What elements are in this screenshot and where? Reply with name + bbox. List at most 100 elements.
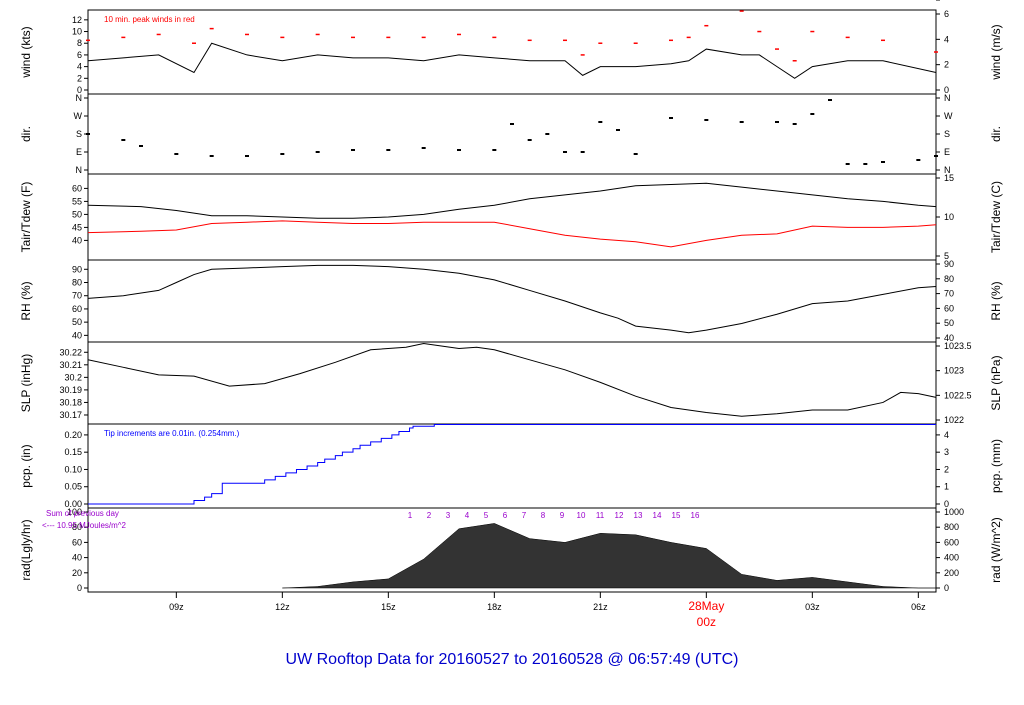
dir-point [810,113,815,115]
y-axis-label: Tair/Tdew (F) [19,182,33,253]
left-tick-label: N [76,93,83,103]
dir-point [421,147,426,149]
right-tick-label: 0 [944,499,949,509]
rad-annotation: Sum of previous day [46,509,119,518]
dir-point [174,153,179,155]
right-tick-label: 15 [944,173,954,183]
right-tick-label: 1000 [944,507,964,517]
tip-label: 16 [691,511,700,520]
tip-label: 7 [522,511,527,520]
dir-point [139,145,143,147]
dir-point [580,151,585,153]
y-axis-label-right: SLP (hPa) [989,355,1003,410]
tip-label: 9 [560,511,565,520]
left-tick-label: 45 [72,222,82,232]
right-tick-label: 800 [944,522,959,532]
left-tick-label: 80 [72,278,82,288]
tip-label: 15 [672,511,681,520]
time-tick-label: 12z [275,602,290,612]
dir-point [916,159,921,161]
left-tick-label: 40 [72,235,82,245]
left-tick-label: 30.21 [59,360,82,370]
right-tick-label: 1022.5 [944,390,972,400]
right-tick-label: 3 [944,447,949,457]
time-axis: 09z 12z 15z 18z 21z 28May 00z 03z 06z [169,592,926,629]
right-tick-label: 400 [944,553,959,563]
tip-label: 10 [577,511,586,520]
tip-label: 5 [484,511,489,520]
left-tick-label: 20 [72,568,82,578]
right-tick-label: 50 [944,318,954,328]
left-tick-label: 60 [72,304,82,314]
right-tick-label: 600 [944,537,959,547]
dir-point [563,151,567,153]
y-axis-label-right: RH (%) [989,281,1003,320]
right-tick-label: W [944,111,953,121]
dir-point [510,123,514,125]
left-tick-label: S [76,129,82,139]
left-tick-label: 30.17 [59,410,82,420]
panel-rh: 40 50 60 70 80 90 40 50 60 70 80 90 RH (%) RH (%) [19,259,1003,343]
dir-point [845,163,850,165]
right-tick-label: 6 [944,0,949,2]
time-tick-label: 03z [805,602,820,612]
panel-pcp: 0.000.050.100.150.200123456pcp. (in)pcp.… [19,0,1003,509]
dir-point [704,119,709,121]
right-tick-label: N [944,93,951,103]
time-tick-label-2: 00z [697,615,716,629]
tip-label: 3 [446,511,451,520]
time-tick-label: 15z [381,602,396,612]
left-tick-label: 30.19 [59,385,82,395]
right-tick-label: E [944,147,950,157]
series-line [87,342,937,417]
left-tick-label: 30.22 [59,347,82,357]
right-tick-label: S [944,129,950,139]
left-tick-label: 8 [77,38,82,48]
left-tick-label: 30.18 [59,397,82,407]
dir-point [828,99,832,101]
left-tick-label: 0.00 [64,499,82,509]
left-tick-label: E [76,147,82,157]
y-axis-label: dir. [19,126,33,142]
left-tick-label: 0.10 [64,464,82,474]
y-axis-label: pcp. (in) [19,444,33,487]
left-tick-label: 12 [72,15,82,25]
right-tick-label: 1 [944,482,949,492]
left-tick-label: 70 [72,291,82,301]
left-tick-label: 60 [72,183,82,193]
right-tick-label: 6 [944,9,949,19]
panel-rad: 02040608010002004006008001000rad(Lgly/hr… [19,507,1003,593]
y-axis-label: rad(Lgly/hr) [19,519,33,580]
y-axis-label-right: wind (m/s) [989,24,1003,80]
left-tick-label: N [76,165,83,175]
panel-temp: 40 45 50 55 60 5 10 15 Tair/Tdew (F) Tair/Tdew (C… [19,173,1003,261]
dir-point [863,163,868,165]
time-tick-label: 09z [169,602,184,612]
dir-point [775,121,779,123]
left-tick-label: 0 [77,85,82,95]
left-tick-label: 0.15 [64,447,82,457]
dir-point [280,153,285,155]
right-tick-label: 40 [944,333,954,343]
rad-annotation-2: <--- 10.95 MJoules/m^2 [42,521,127,530]
dir-point [315,151,320,153]
dir-point [351,149,355,151]
dir-point [492,149,497,151]
panel-frame [87,173,937,261]
left-tick-label: 0.05 [64,482,82,492]
dir-point [545,133,550,135]
dir-point [86,133,90,135]
wind-annotation: 10 min. peak winds in red [104,15,195,24]
series-line [88,424,936,505]
y-axis-label-right: dir. [989,126,1003,142]
right-tick-label: 90 [944,259,954,269]
tip-label: 13 [634,511,643,520]
right-tick-label: 1023 [944,366,964,376]
left-tick-label: 10 [72,27,82,37]
right-tick-label: 80 [944,274,954,284]
panel-frame [87,259,937,343]
series-line [87,182,937,219]
